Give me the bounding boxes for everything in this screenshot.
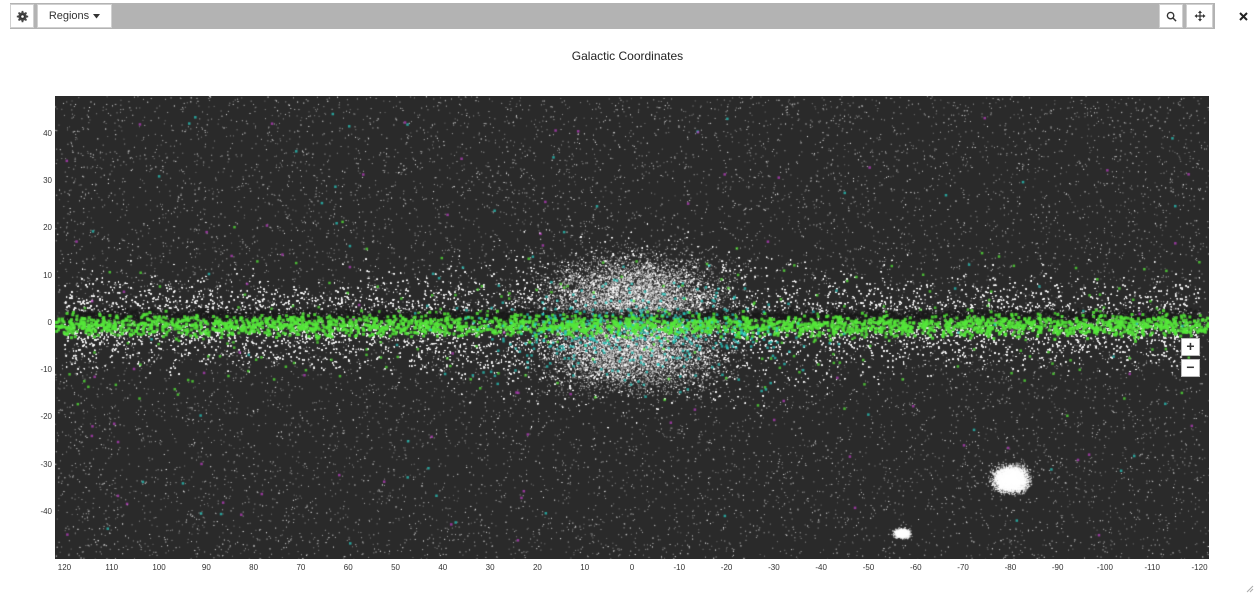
gear-icon [16, 10, 29, 23]
y-tick-label: 10 [43, 270, 52, 280]
y-tick-label: -30 [40, 459, 52, 469]
x-tick-label: -100 [1096, 563, 1113, 572]
x-tick-label: 100 [152, 563, 166, 572]
zoom-out-button[interactable]: − [1181, 359, 1200, 377]
x-tick-label: -90 [1051, 563, 1064, 572]
move-icon [1194, 10, 1206, 22]
x-tick-label: 70 [296, 563, 306, 572]
y-tick-label: 20 [43, 223, 52, 233]
x-tick-label: 90 [201, 563, 211, 572]
x-tick-label: 50 [391, 563, 400, 572]
toolbar-bar [10, 3, 1215, 29]
x-tick-label: 60 [343, 563, 353, 572]
search-icon [1166, 11, 1177, 22]
x-tick-label: 80 [249, 563, 259, 572]
x-tick-label: 40 [438, 563, 448, 572]
x-tick-label: 30 [485, 563, 495, 572]
x-tick-label: 110 [105, 563, 119, 572]
y-tick-label: -20 [40, 412, 52, 422]
toolbar: Regions [0, 0, 1255, 33]
x-tick-label: -30 [768, 563, 780, 572]
y-tick-label: -40 [40, 506, 52, 516]
x-tick-label: -120 [1191, 563, 1208, 572]
x-tick-label: 20 [532, 563, 542, 572]
y-tick-label: -10 [40, 365, 52, 375]
regions-label: Regions [48, 10, 90, 22]
zoom-in-button[interactable]: + [1181, 338, 1200, 356]
x-tick-label: -20 [720, 563, 733, 572]
sky-plot[interactable] [55, 96, 1209, 559]
x-tick-label: -110 [1144, 563, 1160, 572]
x-tick-label: -50 [862, 563, 875, 572]
settings-button[interactable] [10, 4, 34, 28]
pan-tool-button[interactable] [1186, 4, 1213, 28]
y-tick-label: 0 [47, 317, 52, 327]
close-button[interactable] [1232, 4, 1254, 28]
x-tick-label: -10 [673, 563, 686, 572]
x-tick-label: -80 [1004, 563, 1017, 572]
x-tick-label: -70 [957, 563, 969, 572]
y-tick-label: 40 [43, 128, 52, 138]
y-tick-label: 30 [43, 176, 52, 186]
x-tick-label: 0 [629, 563, 635, 572]
x-tick-label: 120 [57, 563, 72, 572]
zoom-tool-button[interactable] [1159, 4, 1183, 28]
caret-down-icon [93, 13, 101, 19]
close-icon [1238, 11, 1248, 21]
x-tick-label: -60 [909, 563, 922, 572]
sky-density-canvas [55, 96, 1209, 559]
regions-dropdown[interactable]: Regions [37, 4, 112, 28]
plot-title: Galactic Coordinates [571, 49, 684, 63]
resize-handle[interactable] [1244, 580, 1254, 593]
x-tick-label: -40 [815, 563, 827, 572]
x-tick-label: 10 [580, 563, 590, 572]
